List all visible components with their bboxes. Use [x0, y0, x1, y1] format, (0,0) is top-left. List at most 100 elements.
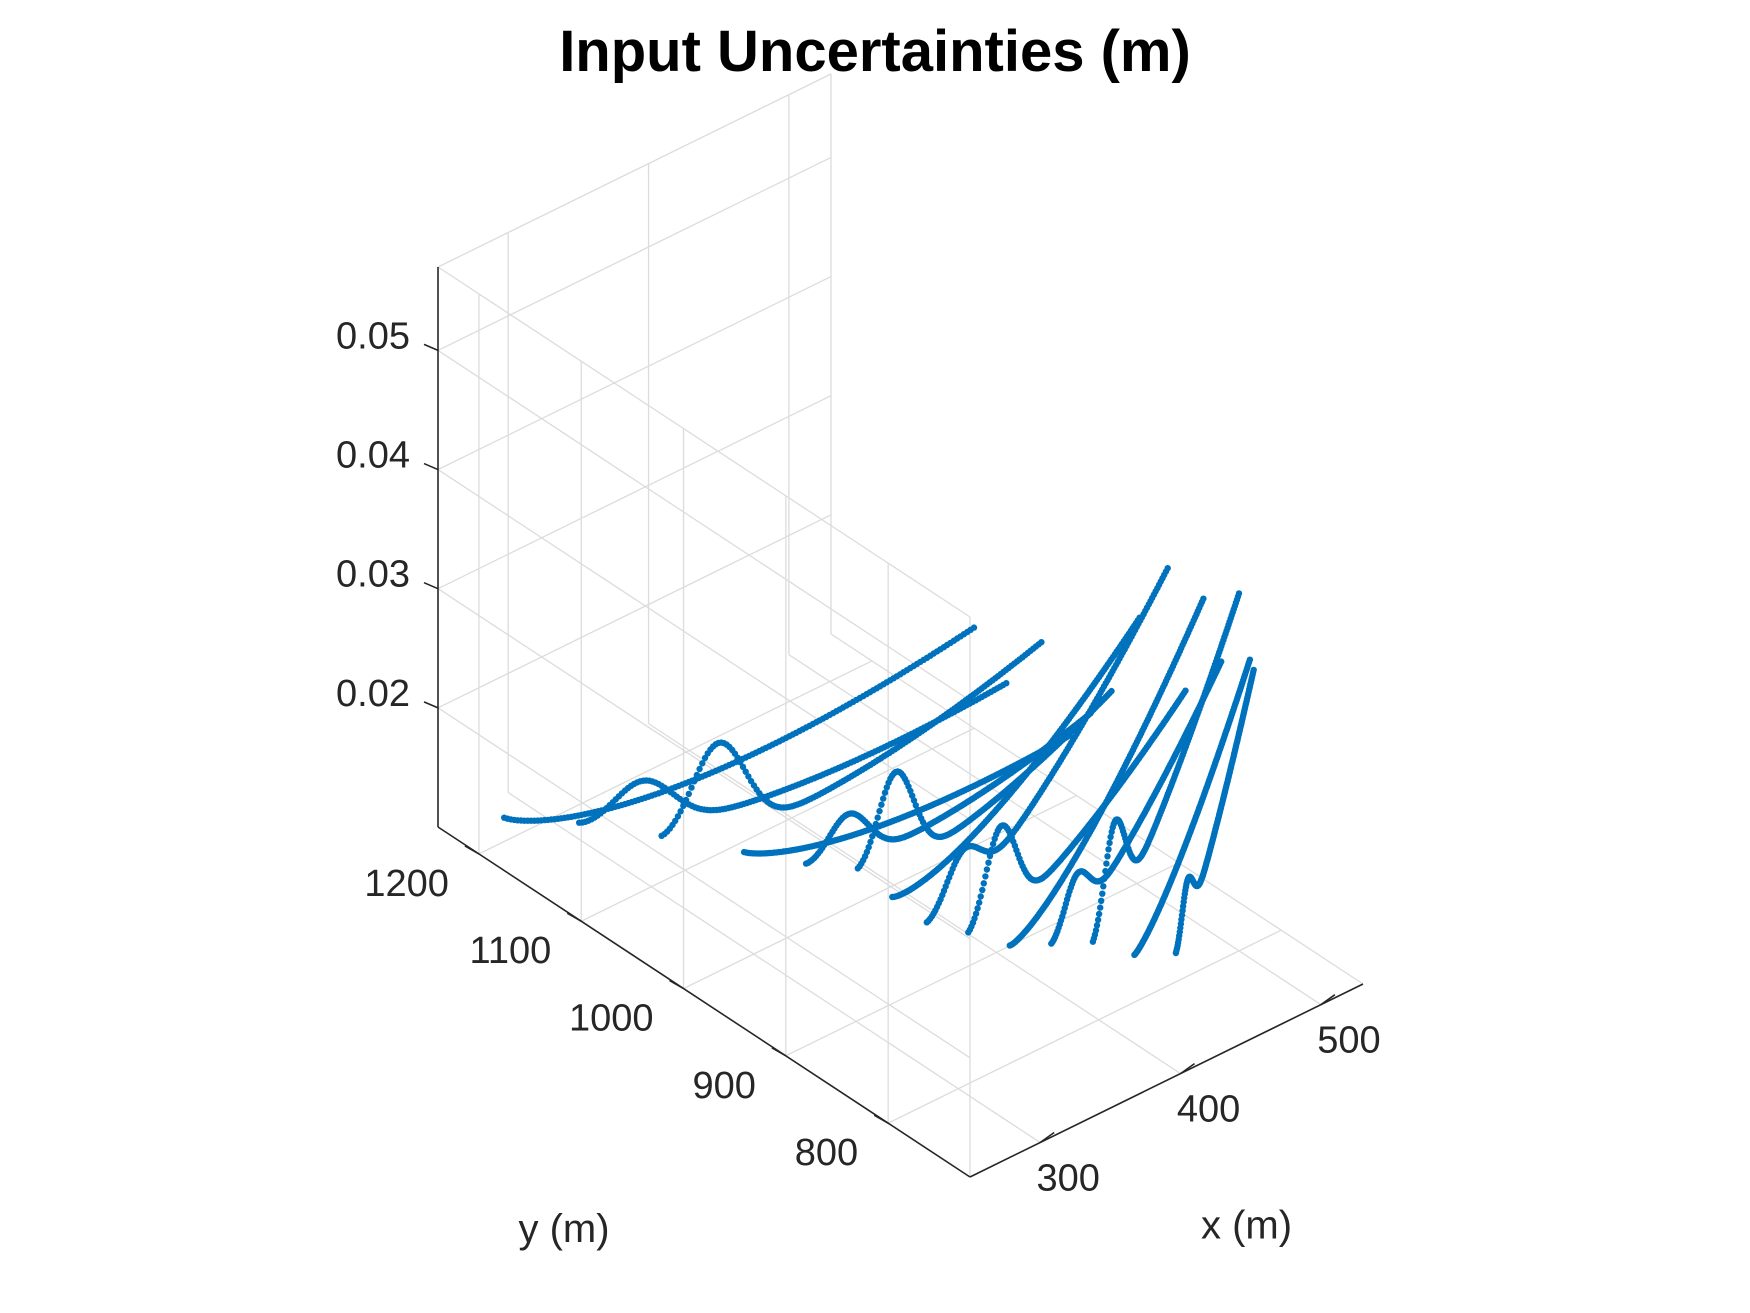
data-point: [983, 866, 991, 873]
x-tick: [1320, 994, 1336, 1006]
data-point: [691, 778, 698, 785]
data-point: [910, 797, 918, 804]
data-point: [677, 808, 684, 815]
data-point: [870, 827, 878, 834]
data-point: [745, 773, 752, 780]
data-point: [988, 846, 995, 853]
z-tick-label: 0.05: [336, 315, 410, 357]
grid-line-x-floor: [648, 723, 1181, 1075]
y-tick: [771, 1047, 787, 1057]
grid-line-y-floor: [785, 862, 1180, 1057]
data-point: [971, 915, 978, 922]
grid-layer: [437, 73, 1364, 1177]
box-edge: [830, 633, 1364, 985]
series-9: [1006, 595, 1207, 949]
data-point: [1103, 860, 1110, 867]
label-layer: 300 400 500 800 900 1000 1100 1200 0.02 0.03 0.04 0…: [336, 315, 1381, 1251]
z-tick-label: 0.02: [336, 673, 410, 715]
data-point: [872, 820, 880, 828]
series-12: [1131, 656, 1254, 959]
grid-line-x-floor: [507, 791, 1041, 1144]
data-point: [986, 852, 994, 860]
data-point: [863, 848, 871, 856]
data-point: [1235, 590, 1243, 597]
data-point: [682, 796, 690, 804]
y-axis-label: y (m): [518, 1207, 609, 1251]
data-point: [1093, 922, 1101, 929]
data-point: [696, 765, 703, 773]
data-point: [1200, 595, 1207, 602]
data-point: [1246, 656, 1254, 663]
data-point: [1095, 910, 1103, 918]
data-point: [979, 886, 986, 894]
data-point: [688, 784, 695, 791]
data-point: [880, 795, 887, 802]
data-point: [878, 801, 885, 808]
data-point: [1105, 846, 1112, 853]
data-point: [699, 760, 706, 767]
data-point: [1097, 904, 1104, 911]
x-tick: [1039, 1131, 1055, 1144]
data-point: [1094, 916, 1102, 924]
y-tick-label: 1100: [470, 930, 552, 972]
data-point: [1099, 890, 1106, 897]
data-point: [1003, 680, 1010, 687]
data-point: [982, 873, 989, 880]
data-point: [739, 763, 747, 771]
data-point: [970, 624, 978, 631]
data-point: [909, 792, 916, 799]
series-7: [923, 565, 1171, 926]
data-point: [674, 813, 682, 820]
series-10: [1048, 658, 1225, 947]
grid-line-z-back: [437, 395, 832, 590]
data-point: [1107, 833, 1114, 841]
data-point: [1101, 875, 1108, 882]
data-point: [865, 844, 872, 851]
data-point: [876, 807, 883, 815]
series-13: [1172, 666, 1257, 957]
data-point: [1092, 927, 1100, 934]
data-point: [976, 899, 983, 906]
y-tick-label: 900: [692, 1065, 755, 1107]
x-tick-label: 400: [1177, 1089, 1240, 1131]
y-tick: [566, 912, 582, 922]
grid-line-z-back: [437, 514, 832, 709]
data-point: [1250, 666, 1257, 674]
data-point: [974, 905, 981, 912]
grid-line-z-left: [437, 707, 971, 1059]
z-tick-label: 0.03: [336, 554, 410, 596]
data-point: [985, 859, 992, 866]
grid-line-y-floor: [887, 929, 1282, 1124]
data-point: [737, 759, 744, 766]
data-point: [685, 790, 692, 798]
z-tick: [423, 581, 439, 590]
series-1: [576, 680, 1010, 826]
z-tick-label: 0.04: [336, 435, 410, 477]
y-tick: [464, 845, 480, 855]
data-point: [1182, 687, 1189, 694]
data-point: [874, 814, 881, 821]
data-point: [989, 840, 997, 848]
grid-line-x-floor: [788, 654, 1322, 1006]
grid-line-z-left: [437, 469, 971, 821]
y-tick: [669, 979, 684, 990]
data-point: [693, 771, 701, 779]
y-tick: [873, 1114, 889, 1124]
data-point: [972, 910, 980, 917]
data-point: [980, 880, 987, 887]
chart-title: Input Uncertainties (m): [559, 19, 1191, 84]
series-4: [802, 710, 1094, 867]
data-point: [1102, 867, 1109, 875]
y-tick-label: 800: [795, 1132, 858, 1174]
data-point: [881, 789, 889, 796]
x-tick-label: 300: [1036, 1158, 1099, 1200]
x-tick: [1180, 1062, 1196, 1075]
box-edge: [437, 266, 971, 618]
grid-line-z-back: [437, 275, 832, 471]
z-tick: [423, 462, 439, 471]
y-axis-line: [437, 826, 971, 1178]
data-point: [977, 893, 984, 900]
series-11: [1089, 590, 1243, 945]
data-point: [867, 838, 874, 846]
